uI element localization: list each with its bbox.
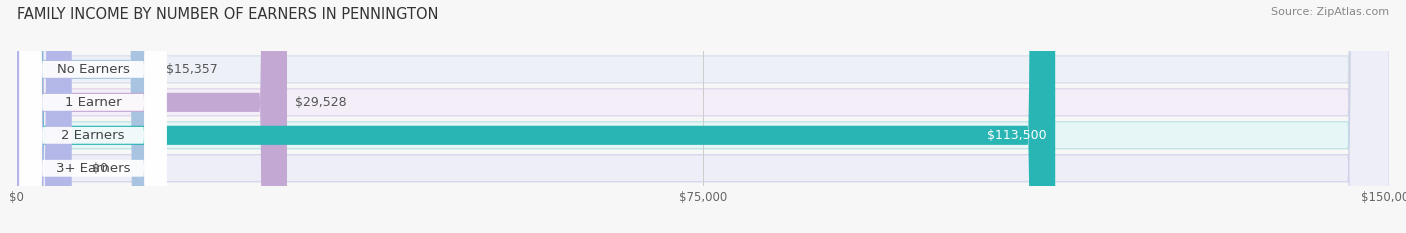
Text: 3+ Earners: 3+ Earners [56, 162, 131, 175]
FancyBboxPatch shape [17, 0, 1389, 233]
FancyBboxPatch shape [20, 0, 166, 233]
FancyBboxPatch shape [17, 0, 72, 233]
Text: 1 Earner: 1 Earner [65, 96, 121, 109]
Text: $29,528: $29,528 [295, 96, 347, 109]
Text: No Earners: No Earners [56, 63, 129, 76]
Text: $113,500: $113,500 [987, 129, 1047, 142]
FancyBboxPatch shape [17, 0, 1389, 233]
Text: Source: ZipAtlas.com: Source: ZipAtlas.com [1271, 7, 1389, 17]
FancyBboxPatch shape [20, 0, 166, 233]
FancyBboxPatch shape [17, 0, 1389, 233]
Text: $15,357: $15,357 [166, 63, 218, 76]
FancyBboxPatch shape [17, 0, 1389, 233]
FancyBboxPatch shape [17, 0, 287, 233]
FancyBboxPatch shape [17, 0, 1056, 233]
FancyBboxPatch shape [17, 0, 157, 233]
Text: 2 Earners: 2 Earners [62, 129, 125, 142]
Text: FAMILY INCOME BY NUMBER OF EARNERS IN PENNINGTON: FAMILY INCOME BY NUMBER OF EARNERS IN PE… [17, 7, 439, 22]
FancyBboxPatch shape [20, 0, 166, 233]
FancyBboxPatch shape [20, 0, 166, 233]
Text: $0: $0 [93, 162, 108, 175]
